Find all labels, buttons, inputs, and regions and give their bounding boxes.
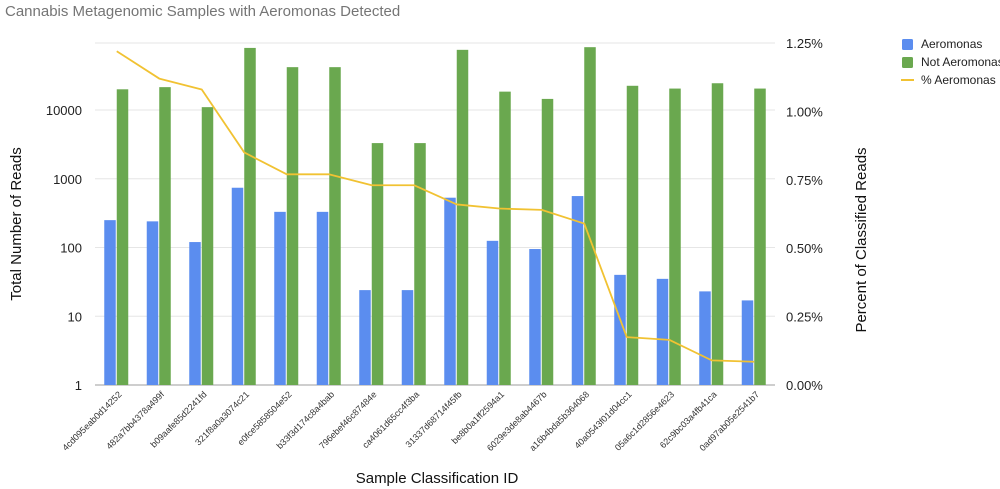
right-axis-ticks: 0.00% 0.25% 0.50% 0.75% 1.00% 1.25% [786, 36, 823, 393]
bar-aeromonas [401, 290, 414, 385]
y2-tick-label: 1.25% [786, 36, 823, 51]
legend: Aeromonas Not Aeromonas % Aeromonas [901, 37, 1000, 87]
bar-not-aeromonas [201, 107, 214, 386]
y-tick-label: 1 [75, 378, 82, 393]
percent-line [116, 50, 755, 363]
left-axis-ticks: 1 10 100 1000 10000 [46, 103, 82, 393]
bar-aeromonas [741, 300, 754, 385]
bar-aeromonas [656, 278, 669, 385]
y2-tick-label: 0.25% [786, 310, 823, 325]
bar-not-aeromonas [754, 88, 766, 385]
bar-not-aeromonas [286, 67, 299, 385]
y-tick-label: 100 [60, 241, 82, 256]
bar-aeromonas [614, 274, 626, 385]
bar-aeromonas [316, 211, 329, 385]
bar-not-aeromonas [541, 98, 554, 386]
legend-swatch [902, 39, 913, 50]
bar-aeromonas [189, 242, 201, 385]
bar-not-aeromonas [711, 83, 724, 385]
bar-aeromonas [444, 197, 456, 385]
y2-tick-label: 0.75% [786, 173, 823, 188]
bar-not-aeromonas [116, 89, 129, 385]
y-tick-label: 1000 [53, 172, 82, 187]
y2-tick-label: 1.00% [786, 104, 823, 119]
bar-not-aeromonas [584, 47, 596, 386]
x-axis-title: Sample Classification ID [356, 470, 519, 487]
bar-not-aeromonas [669, 88, 681, 385]
y-tick-label: 10 [68, 309, 82, 324]
bar-aeromonas [359, 290, 371, 385]
bar-aeromonas [699, 291, 711, 385]
bar-not-aeromonas [371, 143, 384, 385]
y2-tick-label: 0.50% [786, 241, 823, 256]
bar-not-aeromonas [159, 87, 171, 385]
bar-aeromonas [529, 249, 541, 385]
y2-tick-label: 0.00% [786, 378, 823, 393]
chart-title: Cannabis Metagenomic Samples with Aeromo… [5, 3, 400, 20]
bar-not-aeromonas [499, 91, 511, 385]
bar-aeromonas [486, 240, 499, 385]
bars [104, 47, 766, 386]
legend-label: Aeromonas [921, 37, 982, 51]
bar-not-aeromonas [329, 67, 341, 385]
y-axis-title: Total Number of Reads [8, 147, 25, 300]
bar-not-aeromonas [626, 85, 639, 386]
legend-label: % Aeromonas [921, 73, 996, 87]
bar-aeromonas [274, 211, 286, 385]
x-axis-ticks: 4cd095eab0d14252482a7bb4378a499fb09aafe8… [60, 389, 761, 453]
bar-aeromonas [571, 196, 584, 385]
bar-not-aeromonas [244, 47, 256, 385]
legend-label: Not Aeromonas [921, 55, 1000, 69]
bar-not-aeromonas [414, 143, 426, 385]
y2-axis-title: Percent of Classified Reads [853, 147, 870, 332]
bar-not-aeromonas [456, 49, 469, 385]
bar-aeromonas [231, 187, 244, 385]
bar-aeromonas [104, 220, 116, 385]
bar-aeromonas [146, 221, 159, 385]
y-tick-label: 10000 [46, 103, 82, 118]
series-line-percent-aeromonas [116, 50, 755, 363]
legend-swatch [902, 57, 913, 68]
